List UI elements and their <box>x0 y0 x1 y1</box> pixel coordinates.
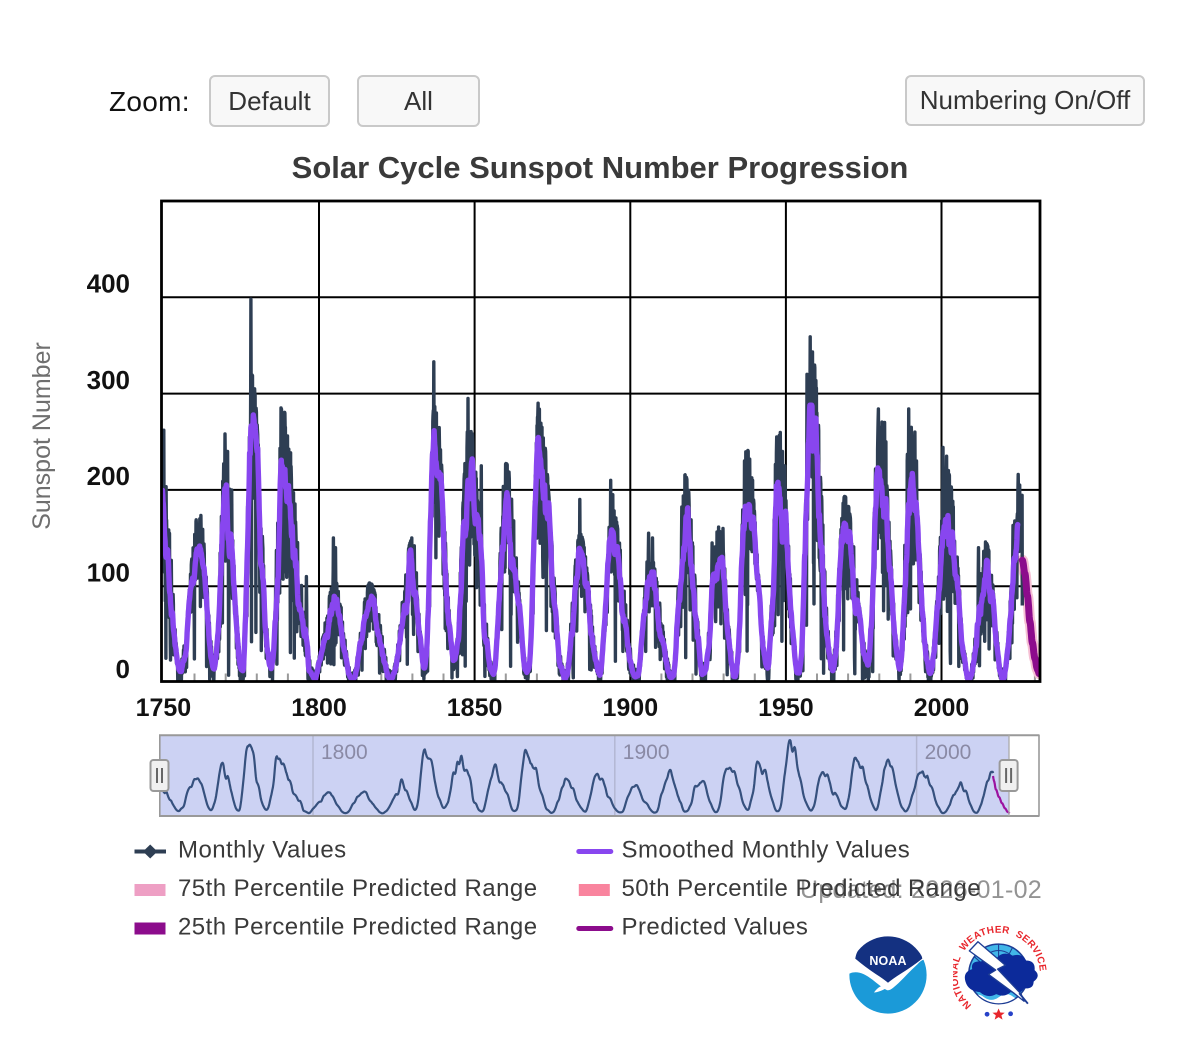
svg-text:1950: 1950 <box>758 694 814 722</box>
svg-text:Smoothed Monthly Values: Smoothed Monthly Values <box>622 837 911 864</box>
svg-text:Monthly Values: Monthly Values <box>178 837 347 864</box>
svg-text:25th Percentile Predicted Rang: 25th Percentile Predicted Range <box>178 914 538 941</box>
svg-text:1900: 1900 <box>623 741 670 764</box>
svg-text:1850: 1850 <box>447 694 503 722</box>
svg-text:400: 400 <box>87 269 130 299</box>
svg-text:300: 300 <box>87 365 130 395</box>
svg-text:0: 0 <box>116 654 130 684</box>
svg-text:2000: 2000 <box>925 741 972 764</box>
svg-text:200: 200 <box>87 461 130 491</box>
svg-text:50th Percentile Predicted Rang: 50th Percentile Predicted Range <box>622 875 982 902</box>
svg-text:1900: 1900 <box>602 694 658 722</box>
svg-text:1800: 1800 <box>321 741 368 764</box>
svg-text:100: 100 <box>87 558 130 588</box>
svg-text:1750: 1750 <box>136 694 192 722</box>
svg-text:2000: 2000 <box>914 694 970 722</box>
svg-text:75th Percentile Predicted Rang: 75th Percentile Predicted Range <box>178 875 538 902</box>
svg-text:1800: 1800 <box>291 694 347 722</box>
svg-text:Updated: 2026-01-02: Updated: 2026-01-02 <box>800 876 1042 904</box>
svg-text:Sunspot Number: Sunspot Number <box>28 342 56 530</box>
svg-text:Predicted Values: Predicted Values <box>622 914 809 941</box>
svg-text:NOAA: NOAA <box>869 954 906 968</box>
